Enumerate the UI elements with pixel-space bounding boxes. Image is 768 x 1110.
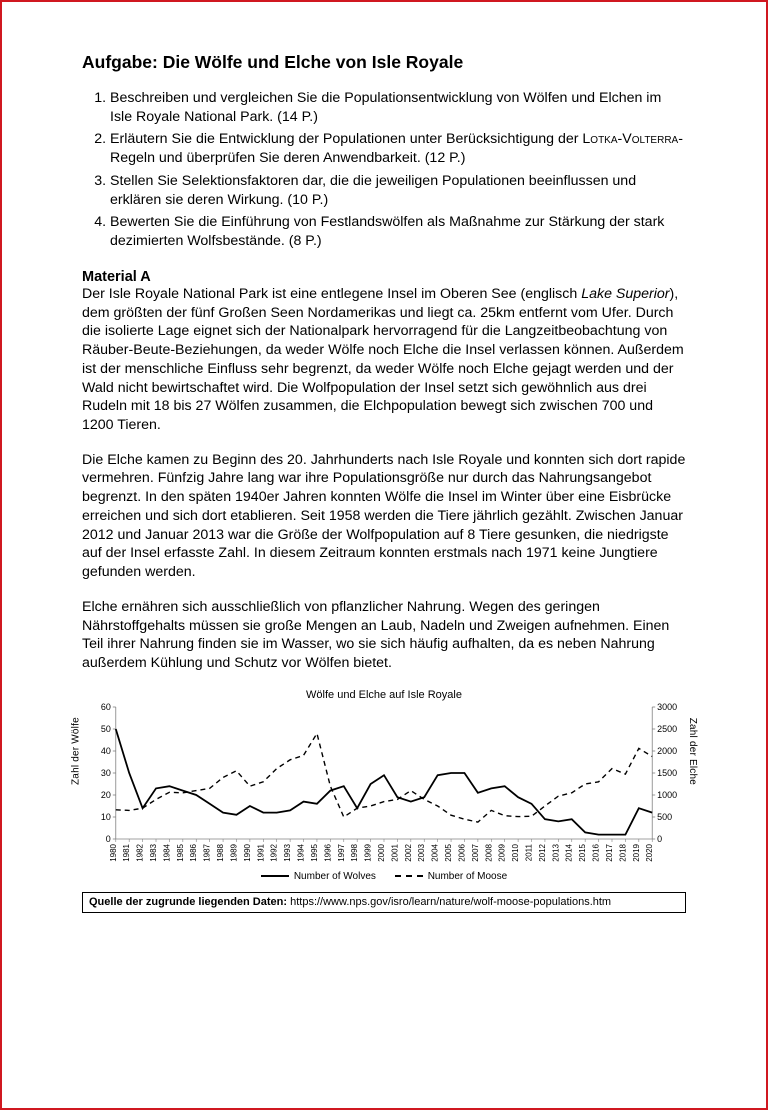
svg-text:2009: 2009 <box>498 843 507 861</box>
line-chart-svg: 0 10 20 30 40 50 60 0 500 1000 1500 2000 2500 3000 198… <box>82 701 686 869</box>
svg-text:1994: 1994 <box>297 843 306 861</box>
svg-text:2017: 2017 <box>605 843 614 861</box>
svg-text:1992: 1992 <box>270 843 279 861</box>
svg-text:500: 500 <box>657 812 672 822</box>
svg-text:1997: 1997 <box>337 843 346 861</box>
svg-text:50: 50 <box>101 724 111 734</box>
svg-text:1998: 1998 <box>350 843 359 861</box>
svg-text:1995: 1995 <box>310 843 319 861</box>
svg-text:2012: 2012 <box>538 843 547 861</box>
svg-text:40: 40 <box>101 746 111 756</box>
svg-text:1996: 1996 <box>323 843 332 861</box>
legend-item-wolves: Number of Wolves <box>261 871 376 882</box>
task-list: Beschreiben und vergleichen Sie die Popu… <box>82 89 686 251</box>
svg-text:2005: 2005 <box>444 843 453 861</box>
chart-container: Wölfe und Elche auf Isle Royale Zahl der… <box>82 689 686 882</box>
paragraph: Die Elche kamen zu Beginn des 20. Jahrhu… <box>82 451 686 582</box>
svg-text:1000: 1000 <box>657 790 677 800</box>
svg-text:2018: 2018 <box>618 843 627 861</box>
svg-text:1983: 1983 <box>149 843 158 861</box>
svg-text:1984: 1984 <box>162 843 171 861</box>
svg-text:10: 10 <box>101 812 111 822</box>
chart-plot-area: Zahl der Wölfe Zahl der Elche 0102030405… <box>82 701 686 869</box>
svg-text:2010: 2010 <box>511 843 520 861</box>
svg-text:1988: 1988 <box>216 843 225 861</box>
svg-text:2014: 2014 <box>565 843 574 861</box>
source-box: Quelle der zugrunde liegenden Daten: htt… <box>82 892 686 913</box>
paragraph: Elche ernähren sich ausschließlich von p… <box>82 598 686 673</box>
svg-text:1985: 1985 <box>176 843 185 861</box>
svg-text:20: 20 <box>101 790 111 800</box>
svg-text:1993: 1993 <box>283 843 292 861</box>
source-url: https://www.nps.gov/isro/learn/nature/wo… <box>290 896 611 908</box>
svg-text:2001: 2001 <box>390 843 399 861</box>
svg-text:2007: 2007 <box>471 843 480 861</box>
svg-text:2019: 2019 <box>632 843 641 861</box>
y-axis-label-right: Zahl der Elche <box>687 718 698 785</box>
svg-text:3000: 3000 <box>657 702 677 712</box>
page: Aufgabe: Die Wölfe und Elche von Isle Ro… <box>0 0 768 1110</box>
svg-text:1987: 1987 <box>203 843 212 861</box>
y-axis-label-left: Zahl der Wölfe <box>71 717 82 785</box>
svg-text:2016: 2016 <box>592 843 601 861</box>
svg-text:1980: 1980 <box>109 843 118 861</box>
svg-text:1986: 1986 <box>189 843 198 861</box>
svg-text:1982: 1982 <box>136 843 145 861</box>
svg-text:2002: 2002 <box>404 843 413 861</box>
svg-text:2013: 2013 <box>551 843 560 861</box>
svg-text:1999: 1999 <box>364 843 373 861</box>
paragraph: Der Isle Royale National Park ist eine e… <box>82 285 686 435</box>
svg-text:30: 30 <box>101 768 111 778</box>
svg-text:1989: 1989 <box>230 843 239 861</box>
svg-text:1991: 1991 <box>256 843 265 861</box>
task-item: Stellen Sie Selektionsfaktoren dar, die … <box>110 172 686 209</box>
legend-item-moose: Number of Moose <box>395 871 507 882</box>
svg-text:2008: 2008 <box>484 843 493 861</box>
source-label: Quelle der zugrunde liegenden Daten: <box>89 896 287 908</box>
chart-legend: Number of Wolves Number of Moose <box>82 871 686 882</box>
svg-text:2003: 2003 <box>417 843 426 861</box>
task-item: Bewerten Sie die Einführung von Festland… <box>110 213 686 250</box>
svg-text:2006: 2006 <box>457 843 466 861</box>
svg-text:1981: 1981 <box>122 843 131 861</box>
chart-title: Wölfe und Elche auf Isle Royale <box>82 689 686 701</box>
svg-text:60: 60 <box>101 702 111 712</box>
svg-text:1500: 1500 <box>657 768 677 778</box>
task-item: Erläutern Sie die Entwicklung der Popula… <box>110 130 686 167</box>
svg-text:2011: 2011 <box>525 843 534 861</box>
svg-text:2020: 2020 <box>645 843 654 861</box>
svg-text:0: 0 <box>657 834 662 844</box>
task-item: Beschreiben und vergleichen Sie die Popu… <box>110 89 686 126</box>
svg-text:1990: 1990 <box>243 843 252 861</box>
material-heading: Material A <box>82 269 686 285</box>
svg-text:2000: 2000 <box>657 746 677 756</box>
svg-text:0: 0 <box>106 834 111 844</box>
svg-text:2000: 2000 <box>377 843 386 861</box>
svg-text:2015: 2015 <box>578 843 587 861</box>
svg-text:2004: 2004 <box>431 843 440 861</box>
assignment-title: Aufgabe: Die Wölfe und Elche von Isle Ro… <box>82 52 686 73</box>
svg-text:2500: 2500 <box>657 724 677 734</box>
